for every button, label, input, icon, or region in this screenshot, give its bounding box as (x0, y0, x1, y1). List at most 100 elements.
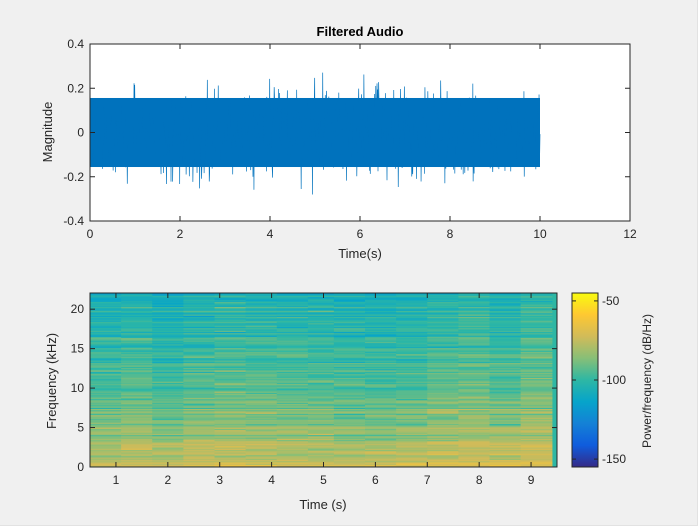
spectrogram-cell (121, 362, 153, 365)
spectrogram-cell (183, 375, 216, 377)
spectrogram-cell (365, 301, 397, 304)
spectrogram-cell (121, 437, 153, 439)
spectrogram-cell (90, 452, 122, 454)
spectrogram-cell (183, 432, 216, 434)
spectrogram-cell (276, 391, 309, 393)
spectrogram-cell (183, 306, 216, 309)
spectrogram-cell (396, 350, 428, 352)
spectrogram-cell (520, 368, 553, 371)
spectrogram-cell (276, 353, 309, 356)
spectrogram-cell (121, 384, 153, 387)
spectrogram-cell (365, 334, 397, 336)
spectrogram-cell (427, 450, 460, 453)
spectrogram-cell (152, 419, 184, 422)
spectrogram-cell (458, 296, 491, 299)
spectrogram-cell (245, 340, 278, 342)
spectrogram-cell (214, 360, 247, 362)
spectrogram-cell (245, 373, 278, 376)
spectrogram-cell (121, 397, 153, 400)
spectrogram-cell (276, 366, 309, 368)
spectrogram-cell (90, 422, 122, 424)
spectrogram-cell (396, 455, 428, 458)
spectrogram-cell (121, 299, 153, 301)
spectrogram-cell (333, 396, 366, 398)
spectrogram-cell (183, 299, 216, 301)
spectrogram-cell (333, 327, 366, 330)
spectrogram-cell (245, 317, 278, 320)
spectrogram-cell (152, 380, 184, 382)
spectrogram-cell (183, 332, 216, 335)
spectrogram-cell (276, 327, 309, 330)
spectrogram-cell (121, 377, 153, 380)
spectrogram-cell (427, 392, 460, 395)
spectrogram-cell (214, 356, 247, 359)
spectrogram-cell (214, 434, 247, 437)
spectrogram-cell (245, 445, 278, 448)
spectrogram-cell (276, 438, 309, 441)
spectrogram-cell (458, 428, 491, 431)
spectrogram-cell (152, 421, 184, 423)
spectrogram-cell (214, 324, 247, 326)
spectrogram-cell (458, 432, 491, 434)
spectrogram-cell (245, 463, 278, 465)
spectrogram-cell (333, 388, 366, 391)
spectrogram-cell (365, 299, 397, 301)
spectrogram-cell (365, 440, 397, 443)
spectrogram-cell (121, 402, 153, 405)
spectrogram-cell (427, 377, 460, 380)
spectrogram-cell (214, 459, 247, 462)
spectrogram-cell (183, 408, 216, 411)
spectrogram-cell (307, 361, 335, 363)
spectrogram-cell (90, 377, 122, 380)
spectrogram-cell (245, 458, 278, 460)
spectrogram-cell (214, 392, 247, 395)
spectrogram-cell (90, 295, 122, 298)
spectrogram-cell (152, 320, 184, 322)
spectrogram-cell (396, 458, 428, 460)
spectrogram-cell (152, 319, 184, 321)
spectrogram-cell (520, 345, 553, 347)
spectrogram-cell (245, 336, 278, 339)
spectrogram-cell (121, 316, 153, 319)
spectrogram-cell (458, 449, 491, 452)
spectrogram-cell (245, 353, 278, 356)
spectrogram-cell (307, 362, 335, 365)
spectrogram-cell (183, 460, 216, 463)
spectrogram-cell (152, 459, 184, 462)
spectrogram-cell (152, 355, 184, 357)
spectrogram-cell (276, 454, 309, 457)
spectrogram-cell (121, 464, 153, 467)
spectrogram-cell (152, 371, 184, 373)
spectrogram-cell (396, 440, 428, 443)
spectrogram-cell (520, 366, 553, 368)
spectrogram-cell (90, 427, 122, 429)
spectrogram-cell (121, 386, 153, 388)
spectrogram-cell (276, 352, 309, 355)
spectrogram-cell (152, 297, 184, 300)
spectrogram-cell (121, 463, 153, 465)
spectrogram-cell (458, 394, 491, 397)
spectrogram-cell (427, 357, 460, 360)
spectrogram-cell (307, 375, 335, 377)
spectrogram-cell (245, 432, 278, 434)
spectrogram-cell (276, 423, 309, 426)
spectrogram-cell (121, 418, 153, 421)
spectrogram-cell (458, 336, 491, 339)
spectrogram-cell (276, 343, 309, 346)
spectrogram-cell (214, 438, 247, 441)
spectrogram-cell (183, 377, 216, 380)
spectrogram-cell (396, 305, 428, 308)
spectrogram-cell (152, 396, 184, 398)
spectrogram-cell (214, 326, 247, 329)
spectrogram-cell (365, 373, 397, 376)
spectrogram-cell (365, 314, 397, 316)
spectrogram-cell (276, 422, 309, 424)
spectrogram-cell (333, 411, 366, 413)
spectrogram-cell (245, 355, 278, 357)
spectrogram-cell (214, 382, 247, 385)
spectrogram-cell (152, 386, 184, 388)
spectrogram-cell (458, 416, 491, 418)
spectrogram-cell (245, 455, 278, 458)
spectrogram-cell (276, 435, 309, 438)
spectrogram-cell (121, 417, 153, 419)
